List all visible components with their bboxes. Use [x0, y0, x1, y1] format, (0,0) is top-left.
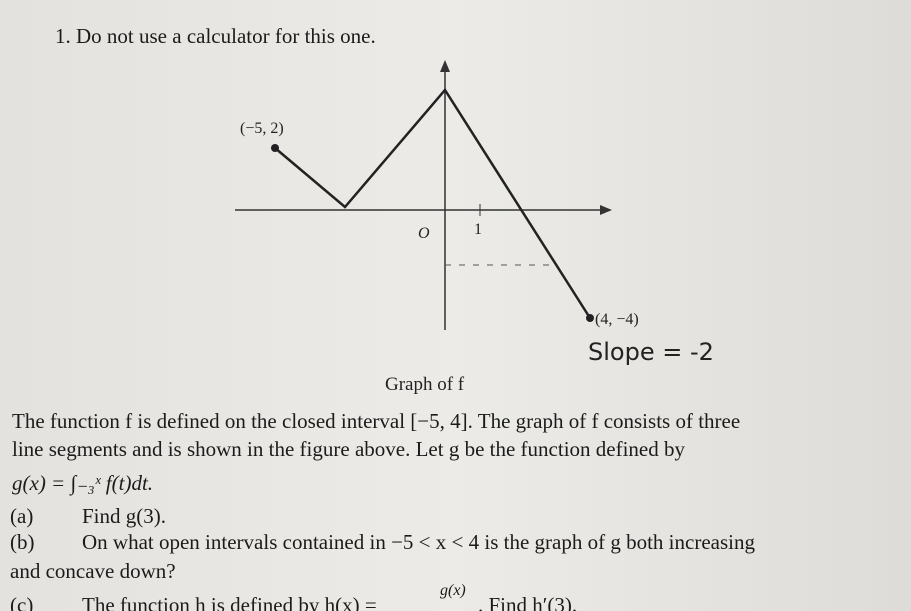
origin-label: O — [418, 225, 430, 242]
tick-label: 1 — [474, 221, 482, 238]
part-text: and concave down? — [10, 559, 176, 583]
part-text: On what open intervals contained in −5 <… — [82, 530, 755, 554]
part-text: The function h is defined by h(x) = — [82, 593, 377, 611]
part-text: . Find h′(3). — [478, 593, 578, 611]
endpoint — [271, 144, 279, 152]
graph-of-f — [274, 87, 592, 319]
fraction-numerator: g(x) — [440, 582, 466, 599]
part-text: Find g(3). — [82, 504, 166, 528]
y-arrow — [440, 60, 450, 72]
x-arrow — [600, 205, 612, 215]
handwritten-note: Slope = -2 — [588, 338, 714, 366]
part-label: (a) — [10, 504, 34, 528]
point-label: (−5, 2) — [240, 120, 284, 137]
part-label: (c) — [10, 593, 34, 611]
figure-caption: Graph of f — [385, 374, 465, 395]
part-label: (b) — [10, 530, 35, 554]
definition: g(x) = ∫₋₃ˣ f(t)dt. — [12, 471, 154, 495]
point-label: (4, −4) — [595, 311, 639, 328]
paragraph: line segments and is shown in the figure… — [12, 437, 685, 461]
question-title: 1. Do not use a calculator for this one. — [55, 24, 376, 48]
endpoint — [586, 314, 594, 322]
paragraph: The function f is defined on the closed … — [12, 409, 741, 433]
